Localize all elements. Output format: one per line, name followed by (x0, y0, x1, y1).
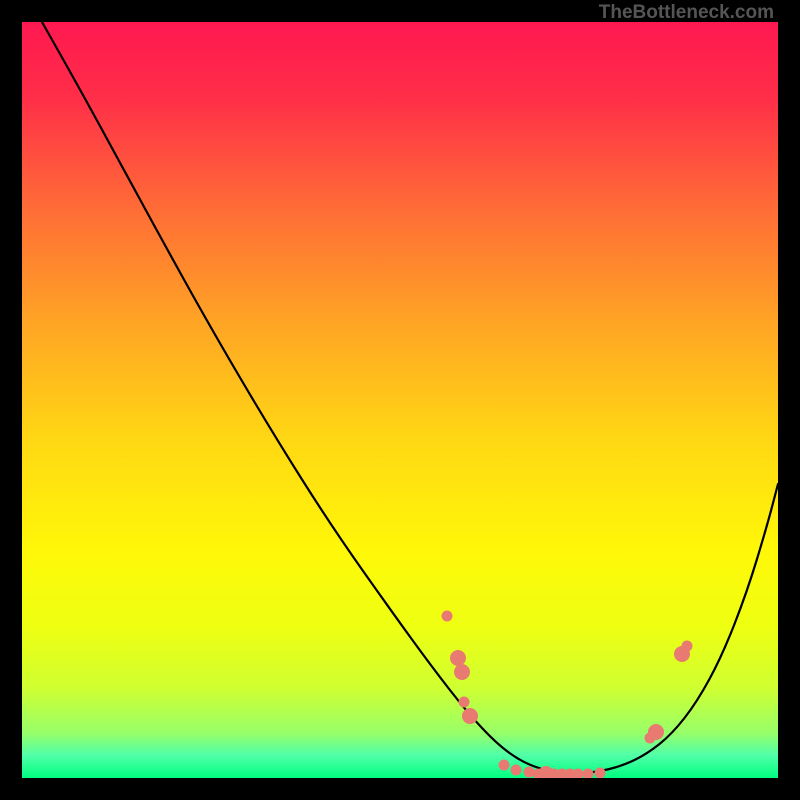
chart-svg (22, 22, 778, 778)
data-marker (648, 724, 664, 740)
chart-frame: TheBottleneck.com (0, 0, 800, 800)
data-marker (462, 708, 478, 724)
data-marker (454, 664, 470, 680)
data-marker (459, 697, 470, 708)
data-marker (682, 641, 693, 652)
plot-area (22, 22, 778, 778)
data-marker (450, 650, 466, 666)
data-marker (442, 611, 453, 622)
gradient-background (22, 22, 778, 778)
watermark-text: TheBottleneck.com (599, 2, 774, 24)
data-marker (595, 768, 606, 779)
data-marker (499, 760, 510, 771)
data-marker (511, 765, 522, 776)
